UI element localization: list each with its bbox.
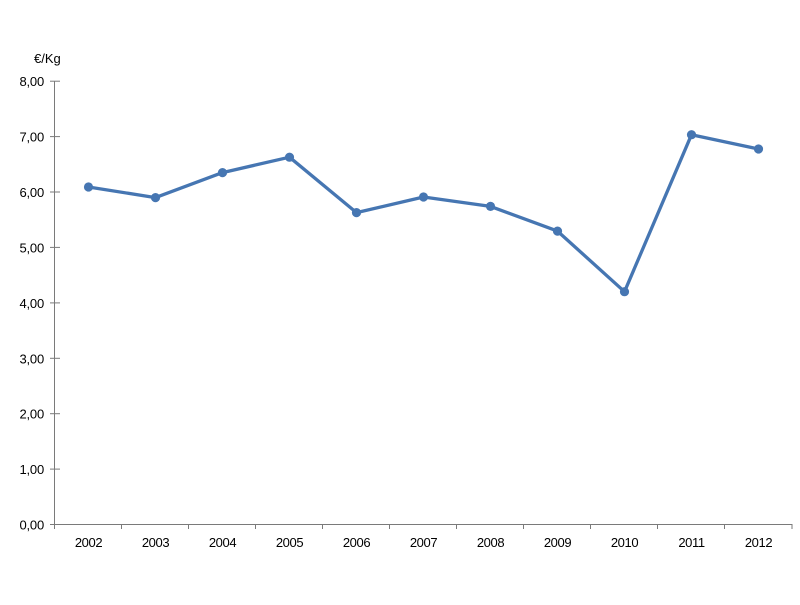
svg-text:2007: 2007 bbox=[410, 535, 437, 550]
svg-text:2002: 2002 bbox=[75, 535, 102, 550]
svg-text:7,00: 7,00 bbox=[19, 130, 44, 145]
svg-text:6,00: 6,00 bbox=[19, 185, 44, 200]
svg-text:2005: 2005 bbox=[276, 535, 303, 550]
svg-text:2009: 2009 bbox=[544, 535, 571, 550]
svg-text:3,00: 3,00 bbox=[19, 351, 44, 366]
svg-text:2008: 2008 bbox=[477, 535, 504, 550]
svg-text:8,00: 8,00 bbox=[19, 74, 44, 89]
svg-text:2004: 2004 bbox=[209, 535, 236, 550]
svg-text:1,00: 1,00 bbox=[19, 462, 44, 477]
svg-text:2003: 2003 bbox=[142, 535, 169, 550]
svg-text:5,00: 5,00 bbox=[19, 240, 44, 255]
svg-text:2010: 2010 bbox=[611, 535, 638, 550]
svg-text:€/Kg: €/Kg bbox=[34, 51, 61, 66]
svg-text:2006: 2006 bbox=[343, 535, 370, 550]
svg-text:4,00: 4,00 bbox=[19, 296, 44, 311]
svg-text:2,00: 2,00 bbox=[19, 407, 44, 422]
svg-text:2011: 2011 bbox=[678, 535, 705, 550]
svg-text:0,00: 0,00 bbox=[19, 518, 44, 533]
svg-text:2012: 2012 bbox=[745, 535, 772, 550]
